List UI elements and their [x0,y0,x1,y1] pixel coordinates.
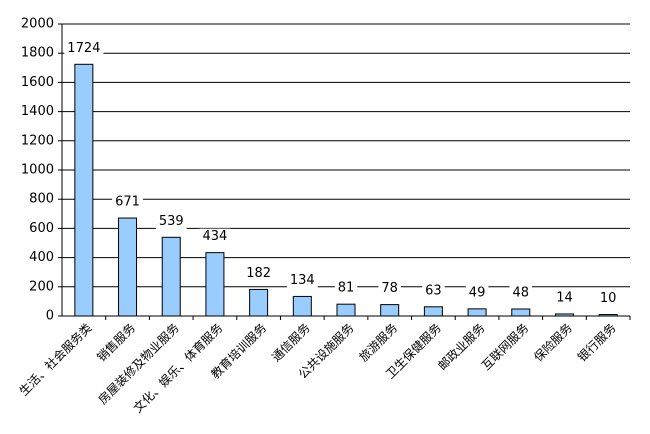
value-label: 539 [159,214,184,229]
x-tick-label: 通信服务 [268,320,313,365]
y-tick-label: 0 [46,309,54,324]
value-label-bg [596,290,620,307]
y-tick-label: 400 [29,250,54,265]
value-label: 134 [290,273,315,288]
y-tick-label: 1000 [21,163,54,178]
bar [249,288,269,317]
x-tick-label: 银行服务 [574,320,619,365]
value-label: 63 [425,283,442,298]
value-label: 81 [338,281,355,296]
x-tick-label: 保险服务 [530,320,575,365]
x-tick-label: 生活、社会服务类 [16,320,94,398]
x-tick-label: 互联网服务 [478,320,531,373]
value-label: 434 [203,229,228,244]
bar [336,303,356,317]
y-tick-label: 1800 [21,46,54,61]
value-label-bg [112,194,143,211]
bar [205,252,225,317]
value-label-bg [334,280,358,297]
value-label: 10 [600,291,617,306]
value-label: 49 [469,285,486,300]
x-tick-label: 销售服务 [94,320,139,365]
y-tick-label: 200 [29,279,54,294]
value-label-bg [64,40,104,57]
bar [74,63,94,317]
value-label-bg [199,228,231,245]
y-tick-label: 1200 [21,133,54,148]
value-label: 78 [381,281,398,296]
y-tick-label: 2000 [21,17,54,32]
value-label-bg [286,272,318,289]
bar [554,313,574,317]
bar [423,306,443,317]
value-label: 14 [556,290,573,305]
value-label-bg [509,284,533,301]
bar [598,314,618,317]
y-tick-label: 1600 [21,75,54,90]
x-tick-label: 房屋装修及物业服务 [95,320,182,407]
value-label: 1724 [67,41,100,56]
value-label: 671 [115,195,140,210]
y-tick-label: 600 [29,221,54,236]
value-label-bg [422,282,445,299]
bar [511,308,531,317]
y-tick-label: 1400 [21,104,54,119]
value-label: 182 [246,266,271,281]
value-label-bg [553,289,576,306]
value-label-bg [243,265,275,282]
bar [118,217,138,317]
bar [292,295,312,317]
bar [161,236,181,317]
x-tick-label: 旅游服务 [356,320,401,365]
value-label-bg [465,284,489,301]
value-label: 48 [512,285,529,300]
bar [380,304,400,317]
y-tick-label: 800 [29,192,54,207]
value-label-bg [378,280,401,297]
bar [467,308,487,317]
value-label-bg [155,213,187,230]
